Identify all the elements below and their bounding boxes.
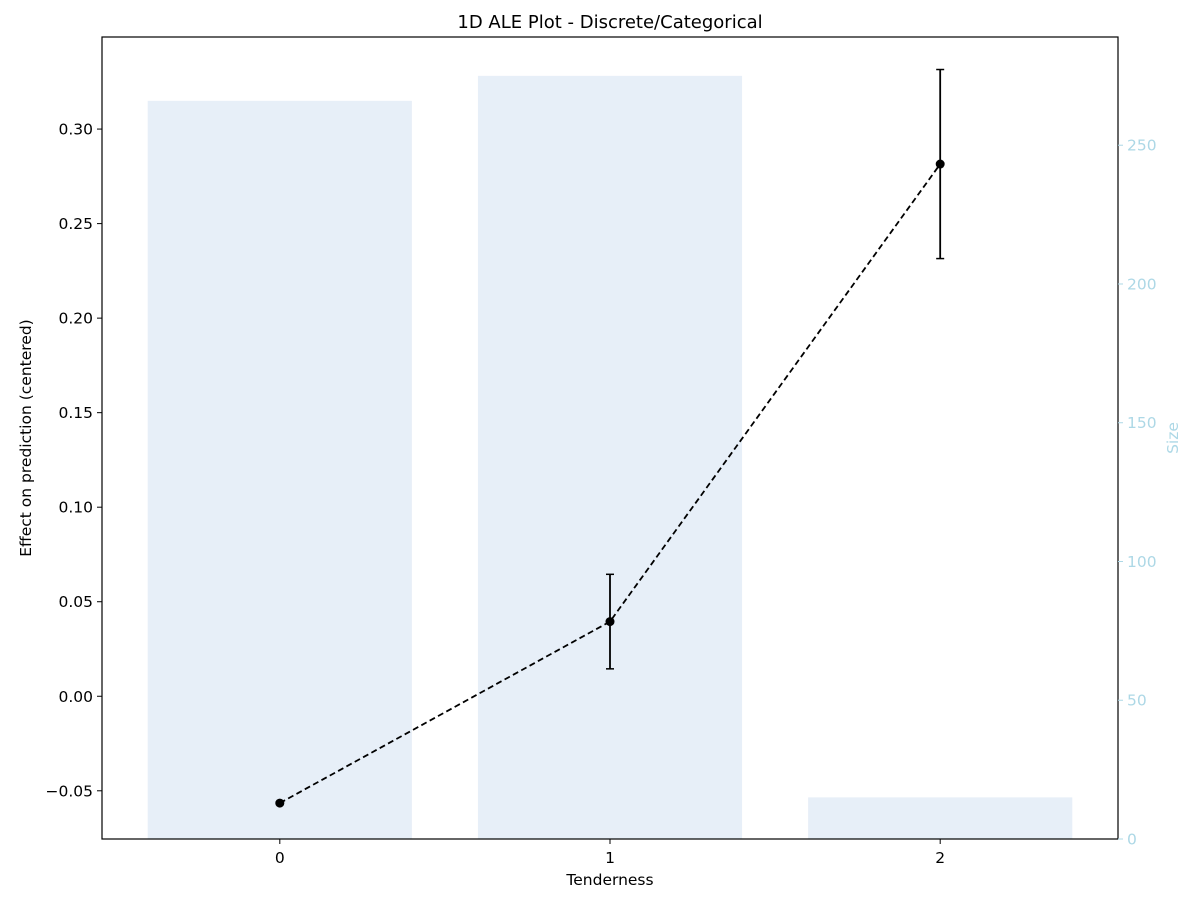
y2-tick-label: 200: [1127, 275, 1157, 293]
y-tick-label: 0.30: [58, 121, 93, 139]
y-tick-label: 0.10: [58, 499, 93, 517]
y2-tick-label: 250: [1127, 137, 1157, 155]
size-bar: [808, 797, 1073, 839]
ale-point: [275, 798, 285, 808]
size-bar: [477, 75, 743, 840]
y-tick-label: 0.25: [58, 215, 93, 233]
y-tick-label: 0.00: [58, 688, 93, 706]
x-tick-label: 1: [605, 849, 615, 867]
chart-title: 1D ALE Plot - Discrete/Categorical: [457, 12, 762, 33]
x-tick-label: 0: [275, 849, 285, 867]
y-tick-label: −0.05: [46, 782, 94, 800]
y-tick-label: 0.15: [58, 404, 93, 422]
x-tick-label: 2: [935, 849, 945, 867]
y2-axis-label: Size: [1164, 422, 1182, 454]
size-bar: [147, 100, 412, 840]
y2-tick-label: 100: [1127, 553, 1157, 571]
ale-point: [605, 617, 615, 627]
y-tick-label: 0.20: [58, 310, 93, 328]
y-tick-label: 0.05: [58, 593, 93, 611]
y2-tick-label: 50: [1127, 692, 1147, 710]
size-bars: [147, 75, 1073, 840]
y2-tick-label: 0: [1127, 831, 1137, 849]
axes: 0 1 2 −0.05 0.00 0.05 0.10 0.15 0.20 0.25 0.30 0 50 1…: [46, 121, 1157, 867]
y2-tick-label: 150: [1127, 414, 1157, 432]
x-axis-label: Tenderness: [565, 871, 653, 889]
ale-line: [279, 163, 941, 804]
ale-point: [935, 159, 945, 169]
y-axis-label: Effect on prediction (centered): [17, 319, 35, 556]
ale-series: [275, 68, 945, 808]
